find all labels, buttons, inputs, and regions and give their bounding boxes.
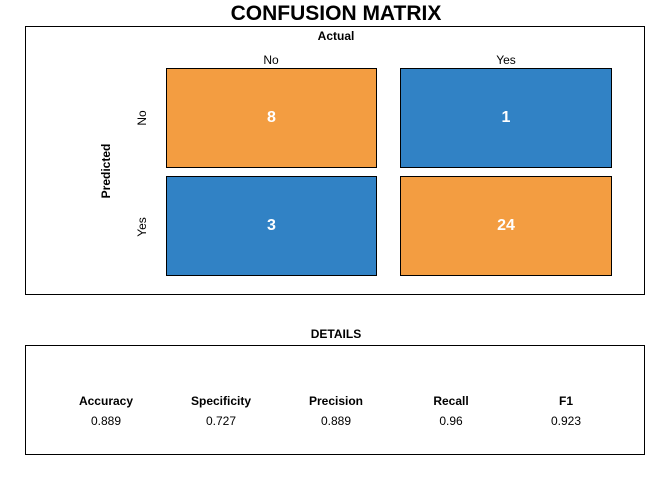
row-label-no: No [135,110,149,126]
column-axis-label: Actual [317,29,355,43]
metric-value: 0.727 [205,414,237,428]
metric-accuracy: Accuracy 0.889 [46,394,166,428]
details-panel [25,345,645,455]
metric-name: Accuracy [78,394,134,408]
column-label-no: No [263,53,279,67]
metric-value: 0.923 [550,414,582,428]
metric-name: Precision [308,394,364,408]
chart-title: CONFUSION MATRIX [230,2,442,25]
row-axis-label: Predicted [99,143,113,199]
metric-value: 0.96 [439,414,463,428]
matrix-cell-no-no: 8 [166,68,377,168]
metric-value: 0.889 [90,414,122,428]
row-label-yes: Yes [135,217,149,237]
metric-name: Recall [433,394,469,408]
metric-recall: Recall 0.96 [391,394,511,428]
matrix-cell-no-yes: 1 [400,68,612,168]
confusion-matrix-panel [25,26,645,295]
metric-name: Specificity [190,394,252,408]
column-label-yes: Yes [496,53,516,67]
metric-f1: F1 0.923 [506,394,626,428]
metric-precision: Precision 0.889 [276,394,396,428]
matrix-cell-yes-yes: 24 [400,176,612,276]
metric-specificity: Specificity 0.727 [161,394,281,428]
metric-value: 0.889 [320,414,352,428]
details-title: DETAILS [310,327,362,341]
metric-name: F1 [558,394,573,408]
matrix-cell-yes-no: 3 [166,176,377,276]
